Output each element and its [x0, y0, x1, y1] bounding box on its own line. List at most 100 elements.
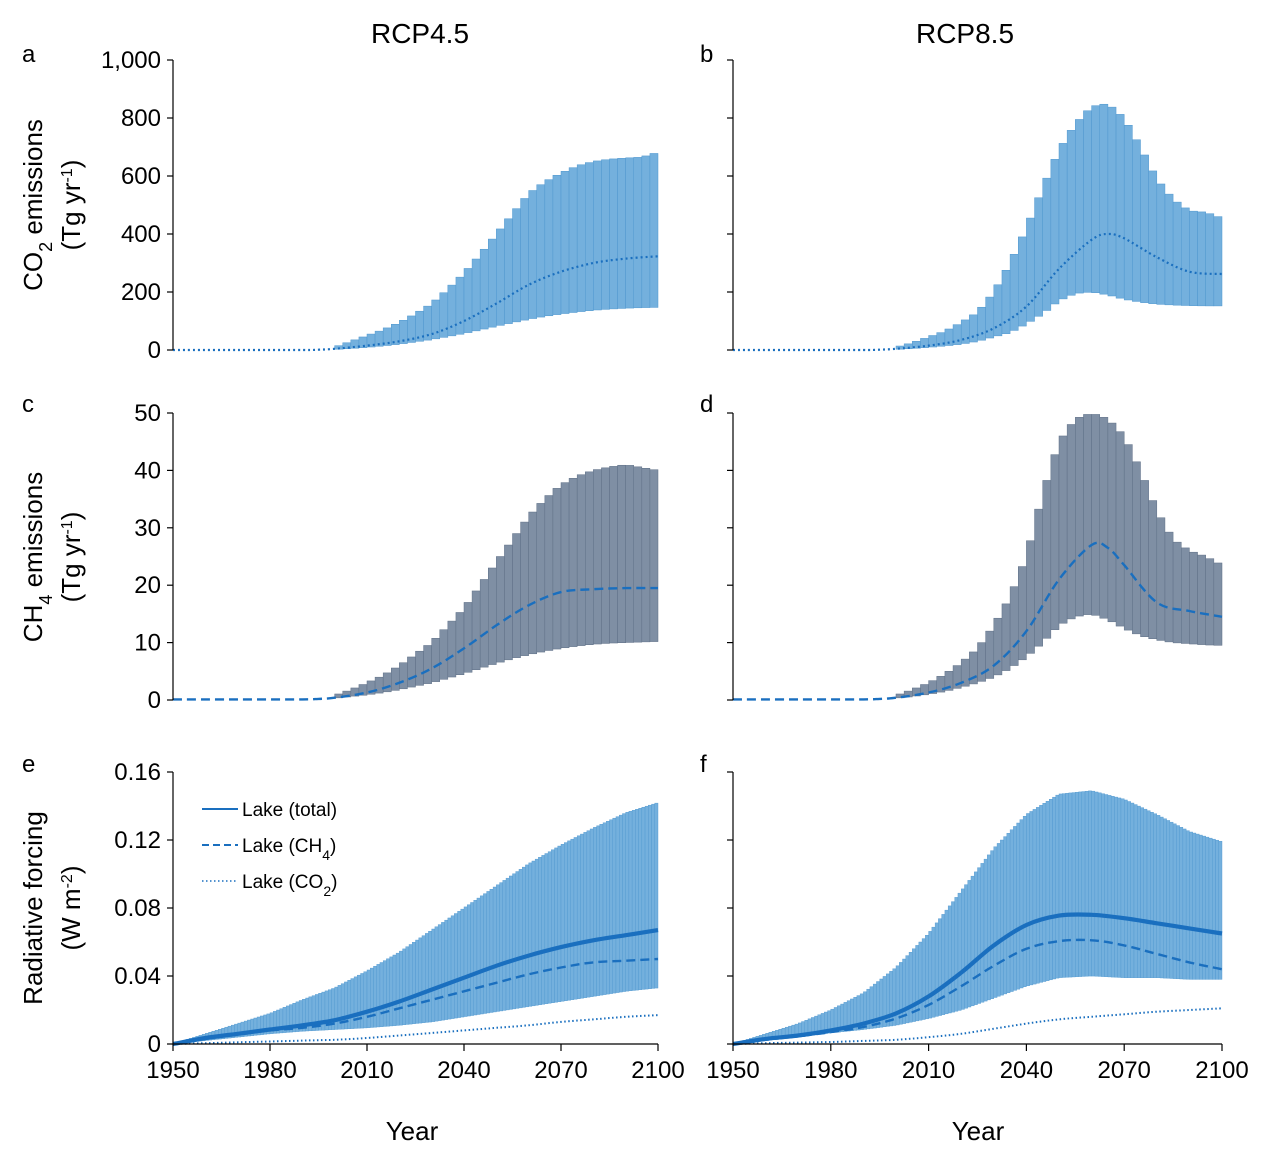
range-bar-d — [1067, 424, 1075, 618]
range-bar-c — [529, 512, 537, 654]
panel-letter-f: f — [700, 751, 707, 778]
range-bar-e — [564, 843, 567, 1001]
range-bar-e — [493, 887, 496, 1012]
range-bar-e — [506, 878, 509, 1010]
range-bar-f — [1062, 794, 1065, 978]
range-bar-b — [1181, 208, 1189, 306]
range-bar-e — [513, 874, 516, 1009]
range-bar-e — [435, 927, 438, 1021]
range-bar-e — [535, 859, 538, 1005]
range-bar-a — [634, 157, 642, 307]
range-bar-b — [1051, 159, 1059, 304]
range-bar-f — [1206, 837, 1209, 979]
ylabel-rf: Radiative forcing — [18, 811, 48, 1005]
range-bar-d — [1141, 480, 1149, 636]
range-bar-f — [1049, 799, 1052, 980]
range-bar-f — [1124, 800, 1127, 978]
range-bar-a — [440, 293, 448, 338]
range-bar-a — [472, 259, 480, 331]
range-bar-f — [1026, 813, 1029, 985]
range-bar-e — [422, 936, 425, 1023]
range-bar-d — [1051, 455, 1059, 630]
range-bar-f — [1066, 793, 1069, 977]
range-bar-e — [642, 807, 645, 989]
range-bar-f — [1101, 794, 1104, 977]
range-bar-f — [1039, 805, 1042, 982]
range-bar-d — [1206, 559, 1214, 645]
range-bar-e — [558, 846, 561, 1002]
range-bar-e — [571, 839, 574, 1000]
range-bar-e — [367, 970, 370, 1028]
range-bar-c — [610, 466, 618, 643]
range-bar-e — [425, 933, 428, 1022]
range-bar-f — [1092, 791, 1095, 976]
range-bar-f — [1170, 822, 1173, 978]
range-bar-b — [1010, 254, 1018, 330]
range-bar-f — [938, 919, 941, 1016]
range-bar-e — [357, 975, 360, 1028]
range-bar-f — [955, 897, 958, 1011]
range-bar-a — [359, 337, 367, 348]
range-bar-c — [513, 534, 521, 658]
range-bar-e — [412, 942, 415, 1024]
range-bar-c — [537, 503, 545, 652]
range-bar-d — [1124, 445, 1132, 631]
range-bar-f — [1033, 809, 1036, 984]
range-bar-f — [1030, 811, 1033, 984]
range-bar-f — [981, 863, 984, 1002]
range-bar-f — [1105, 795, 1108, 977]
range-bar-f — [987, 855, 990, 1000]
col-title-rcp45: RCP4.5 — [371, 18, 469, 49]
range-bar-d — [978, 643, 986, 682]
range-bar-c — [504, 545, 512, 660]
y-tick-label-e: 0.08 — [114, 895, 161, 922]
range-bar-c — [448, 621, 456, 677]
range-bar-f — [1121, 799, 1124, 978]
range-bar-c — [521, 522, 529, 656]
range-bar-e — [406, 947, 409, 1025]
range-bar-d — [1002, 604, 1010, 671]
range-bar-e — [503, 880, 506, 1010]
range-bar-e — [538, 857, 541, 1005]
range-bar-e — [438, 925, 441, 1021]
range-bar-e — [364, 972, 367, 1028]
legend-label-total: Lake (total) — [242, 800, 337, 821]
range-bar-a — [618, 158, 626, 308]
range-bar-e — [603, 823, 606, 995]
panel-d — [727, 413, 1222, 700]
range-bar-f — [1131, 803, 1134, 978]
range-bar-e — [399, 951, 402, 1025]
ylabel-ch4-units: (Tg yr-1) — [56, 512, 86, 603]
range-bar-e — [474, 900, 477, 1015]
range-bar-e — [622, 814, 625, 992]
x-tick-label-e: 2040 — [437, 1057, 490, 1084]
range-bar-b — [1059, 143, 1067, 299]
range-bar-e — [522, 867, 525, 1007]
range-bar-e — [545, 854, 548, 1004]
range-bar-d — [1043, 480, 1051, 638]
range-bar-d — [1165, 532, 1173, 642]
range-bar-f — [1052, 797, 1055, 979]
range-bar-f — [1010, 830, 1013, 992]
range-bar-e — [487, 891, 490, 1013]
x-tick-label-f: 2010 — [902, 1057, 955, 1084]
range-bar-f — [1144, 809, 1147, 978]
range-bar-f — [1072, 793, 1075, 977]
range-bar-c — [569, 478, 577, 646]
range-bar-d — [1010, 587, 1018, 666]
range-bar-e — [445, 920, 448, 1019]
range-bar-f — [1196, 834, 1199, 979]
range-bar-e — [597, 826, 600, 996]
range-bar-b — [1165, 194, 1173, 305]
y-tick-label-c: 20 — [134, 572, 161, 599]
y-tick-label-a: 1,000 — [101, 47, 161, 74]
range-bar-e — [619, 815, 622, 992]
range-bar-e — [464, 907, 467, 1017]
range-bar-e — [639, 808, 642, 990]
panel-letter-e: e — [22, 751, 35, 778]
range-bar-c — [407, 657, 415, 687]
y-tick-label-c: 0 — [148, 687, 161, 714]
range-bar-f — [1186, 831, 1189, 980]
range-bar-a — [642, 156, 650, 308]
